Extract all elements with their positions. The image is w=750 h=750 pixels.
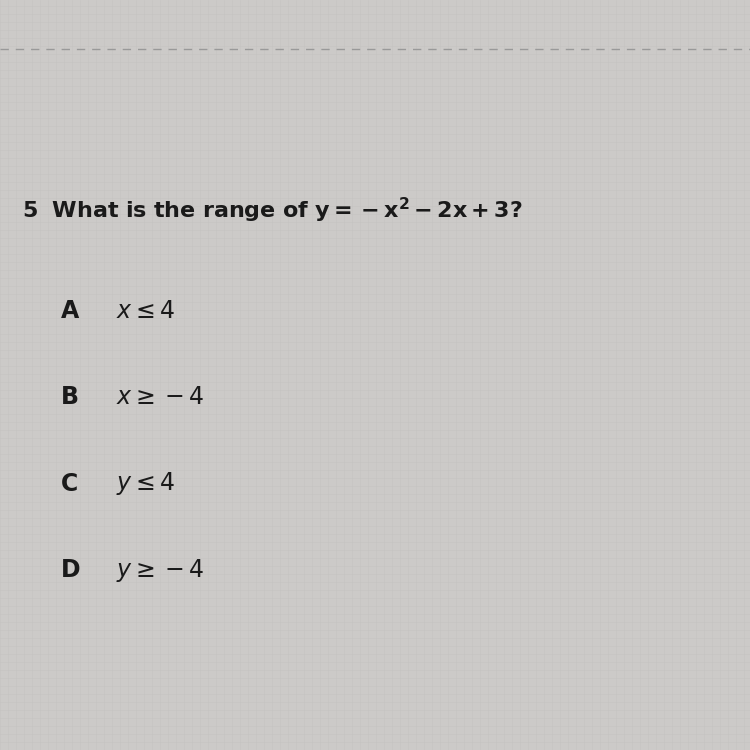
Text: $\mathbf{B}$: $\mathbf{B}$: [60, 386, 78, 410]
Text: $x \leq 4$: $x \leq 4$: [116, 299, 176, 323]
Text: $\mathbf{D}$: $\mathbf{D}$: [60, 558, 80, 582]
Text: $y \geq -4$: $y \geq -4$: [116, 556, 205, 584]
Text: $y \leq 4$: $y \leq 4$: [116, 470, 176, 497]
Text: $\mathbf{C}$: $\mathbf{C}$: [60, 472, 78, 496]
Text: $x \geq -4$: $x \geq -4$: [116, 386, 205, 410]
Text: $\mathbf{A}$: $\mathbf{A}$: [60, 299, 80, 323]
Text: $\mathbf{5\ \ What\ is\ the\ range\ of\ y = -x^2 - 2x + 3?}$: $\mathbf{5\ \ What\ is\ the\ range\ of\ …: [22, 196, 524, 224]
